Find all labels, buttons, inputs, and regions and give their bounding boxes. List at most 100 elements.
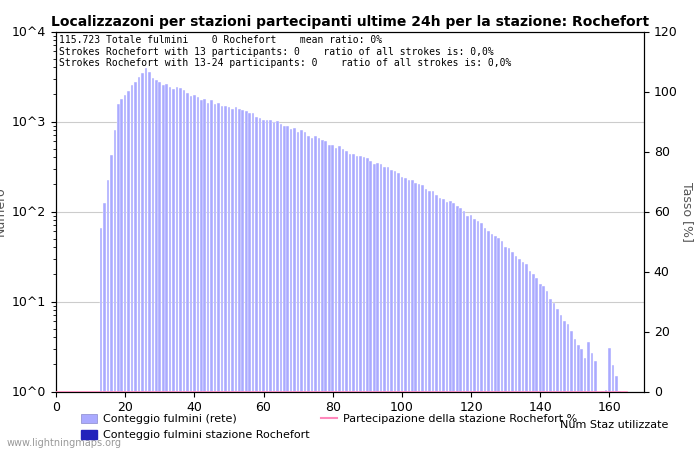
Bar	[393, 171, 396, 450]
Bar	[397, 173, 400, 450]
Bar	[386, 167, 389, 450]
Bar	[556, 310, 559, 450]
Bar	[113, 130, 116, 450]
Bar	[207, 103, 209, 450]
Text: Num Staz utilizzate: Num Staz utilizzate	[560, 420, 668, 430]
Bar	[400, 176, 403, 450]
Bar	[446, 202, 448, 450]
Bar	[553, 303, 555, 450]
Bar	[318, 138, 320, 450]
Bar	[598, 392, 601, 450]
Bar	[224, 106, 227, 450]
Bar	[349, 154, 351, 450]
Bar	[384, 166, 386, 450]
Bar	[466, 216, 469, 450]
Bar	[328, 145, 330, 450]
Bar	[99, 228, 102, 450]
Bar	[179, 88, 182, 450]
Bar	[141, 72, 144, 450]
Bar	[528, 271, 531, 450]
Bar	[304, 132, 307, 450]
Bar	[131, 85, 134, 450]
Bar	[210, 100, 213, 450]
Bar	[352, 154, 355, 450]
Bar	[106, 180, 109, 450]
Bar	[120, 99, 123, 450]
Bar	[605, 391, 608, 450]
Y-axis label: Tasso [%]: Tasso [%]	[681, 181, 694, 242]
Bar	[231, 109, 234, 450]
Bar	[390, 170, 393, 450]
Bar	[498, 238, 500, 450]
Bar	[491, 234, 493, 450]
Bar	[186, 94, 189, 450]
Bar	[407, 180, 410, 450]
Bar	[256, 117, 258, 450]
Bar	[359, 156, 362, 450]
Bar	[127, 91, 130, 450]
Bar	[504, 247, 507, 450]
Bar	[366, 158, 369, 450]
Bar	[580, 349, 583, 450]
Bar	[525, 264, 528, 450]
Bar	[473, 219, 476, 450]
Bar	[286, 126, 289, 450]
Bar	[591, 353, 594, 450]
Bar	[117, 104, 120, 450]
Bar	[269, 121, 272, 450]
Bar	[342, 149, 344, 450]
Bar	[542, 286, 545, 450]
Bar	[363, 158, 365, 450]
Bar	[321, 140, 323, 450]
Bar	[259, 118, 261, 450]
Bar	[566, 324, 569, 450]
Bar	[272, 122, 275, 450]
Bar	[442, 199, 444, 450]
Bar	[484, 228, 486, 450]
Bar	[463, 211, 466, 450]
Bar	[480, 223, 483, 450]
Bar	[169, 87, 172, 450]
Bar	[300, 130, 303, 450]
Bar	[193, 94, 196, 450]
Bar	[200, 99, 202, 450]
Bar	[124, 95, 127, 450]
Bar	[172, 89, 175, 450]
Text: 115.723 Totale fulmini    0 Rochefort    mean ratio: 0%
Strokes Rochefort with 1: 115.723 Totale fulmini 0 Rochefort mean …	[59, 35, 511, 68]
Bar	[546, 291, 549, 450]
Bar	[138, 77, 140, 450]
Bar	[266, 120, 268, 450]
Bar	[145, 68, 147, 450]
Bar	[587, 342, 590, 450]
Bar	[262, 120, 265, 450]
Bar	[435, 195, 438, 450]
Bar	[560, 315, 562, 450]
Bar	[241, 110, 244, 450]
Bar	[217, 103, 220, 450]
Bar	[297, 132, 300, 450]
Bar	[238, 109, 241, 450]
Bar	[220, 106, 223, 450]
Bar	[432, 191, 434, 450]
Bar	[345, 151, 348, 450]
Bar	[325, 141, 327, 450]
Bar	[508, 248, 510, 450]
Bar	[425, 189, 428, 450]
Bar	[134, 82, 137, 450]
Bar	[456, 206, 458, 450]
Bar	[414, 183, 417, 450]
Bar	[477, 221, 480, 450]
Bar	[421, 185, 424, 450]
Bar	[470, 216, 473, 450]
Bar	[252, 113, 255, 450]
Bar	[331, 145, 334, 450]
Bar	[228, 107, 230, 450]
Bar	[459, 208, 462, 450]
Bar	[577, 345, 580, 450]
Bar	[608, 348, 610, 450]
Bar	[514, 256, 517, 450]
Bar	[176, 87, 178, 450]
Bar	[601, 391, 604, 450]
Bar	[190, 96, 193, 450]
Bar	[338, 146, 341, 450]
